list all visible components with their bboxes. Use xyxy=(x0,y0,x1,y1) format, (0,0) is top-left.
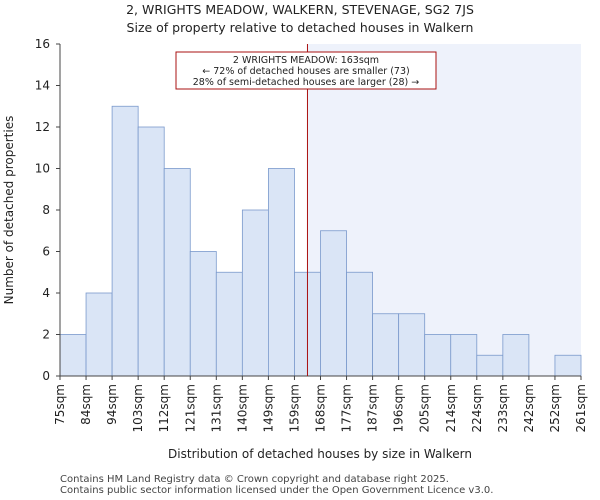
x-axis-label: Distribution of detached houses by size … xyxy=(168,447,472,461)
bar-252sqm xyxy=(554,354,582,377)
annotation-line3: 28% of semi-detached houses are larger (… xyxy=(193,77,420,88)
bar-131sqm xyxy=(215,271,243,377)
bar-196sqm xyxy=(398,313,426,377)
bar-177sqm xyxy=(346,271,373,377)
bar-121sqm xyxy=(189,251,217,377)
y-tick-label: 2 xyxy=(42,328,50,342)
annotation-line1: 2 WRIGHTS MEADOW: 163sqm xyxy=(233,55,379,66)
x-tick-label: 196sqm xyxy=(392,384,406,432)
x-tick-label: 84sqm xyxy=(79,384,93,425)
x-tick-label: 214sqm xyxy=(444,384,458,432)
bar-187sqm xyxy=(372,313,400,377)
y-tick-label: 16 xyxy=(35,37,50,51)
x-tick-label: 94sqm xyxy=(105,384,119,425)
x-tick-label: 242sqm xyxy=(522,384,536,432)
x-tick-label: 187sqm xyxy=(366,384,380,432)
x-tick-label: 103sqm xyxy=(131,384,145,432)
x-tick-label: 112sqm xyxy=(157,384,171,432)
chart-subtitle: Size of property relative to detached ho… xyxy=(126,20,474,35)
footer-line-2: Contains public sector information licen… xyxy=(60,485,494,496)
y-tick-label: 14 xyxy=(35,79,50,93)
x-tick-label: 252sqm xyxy=(548,384,562,432)
x-tick-label: 205sqm xyxy=(418,384,432,432)
x-tick-label: 168sqm xyxy=(314,384,328,432)
x-tick-label: 149sqm xyxy=(261,384,275,432)
bar-214sqm xyxy=(450,334,478,377)
bar-75sqm xyxy=(59,334,87,377)
x-tick-label: 75sqm xyxy=(53,384,67,425)
bar-168sqm xyxy=(320,230,347,377)
y-tick-label: 8 xyxy=(42,203,50,217)
y-tick-label: 10 xyxy=(35,162,50,176)
x-tick-label: 121sqm xyxy=(183,384,197,432)
bar-94sqm xyxy=(111,105,139,377)
x-tick-label: 233sqm xyxy=(496,384,510,432)
footer-line-1: Contains HM Land Registry data © Crown c… xyxy=(60,474,449,485)
chart-title: 2, WRIGHTS MEADOW, WALKERN, STEVENAGE, S… xyxy=(126,2,474,17)
x-tick-label: 261sqm xyxy=(574,384,588,432)
bar-149sqm xyxy=(267,168,295,377)
bar-140sqm xyxy=(241,209,269,377)
bar-112sqm xyxy=(163,168,191,377)
x-tick-label: 159sqm xyxy=(287,384,301,432)
x-tick-label: 140sqm xyxy=(235,384,249,432)
y-axis-label: Number of detached properties xyxy=(2,116,16,305)
annotation-box xyxy=(175,51,437,90)
x-tick-label: 177sqm xyxy=(340,384,354,432)
x-tick-label: 131sqm xyxy=(209,384,223,432)
x-tick-label: 224sqm xyxy=(470,384,484,432)
y-tick-label: 4 xyxy=(42,286,50,300)
bar-84sqm xyxy=(85,292,113,377)
bar-205sqm xyxy=(424,334,452,377)
bar-103sqm xyxy=(137,126,165,377)
bar-233sqm xyxy=(502,334,530,377)
y-tick-label: 12 xyxy=(35,120,50,134)
y-tick-label: 0 xyxy=(42,369,50,383)
bar-224sqm xyxy=(476,354,504,377)
annotation-line2: ← 72% of detached houses are smaller (73… xyxy=(202,66,409,77)
y-tick-label: 6 xyxy=(42,245,50,259)
